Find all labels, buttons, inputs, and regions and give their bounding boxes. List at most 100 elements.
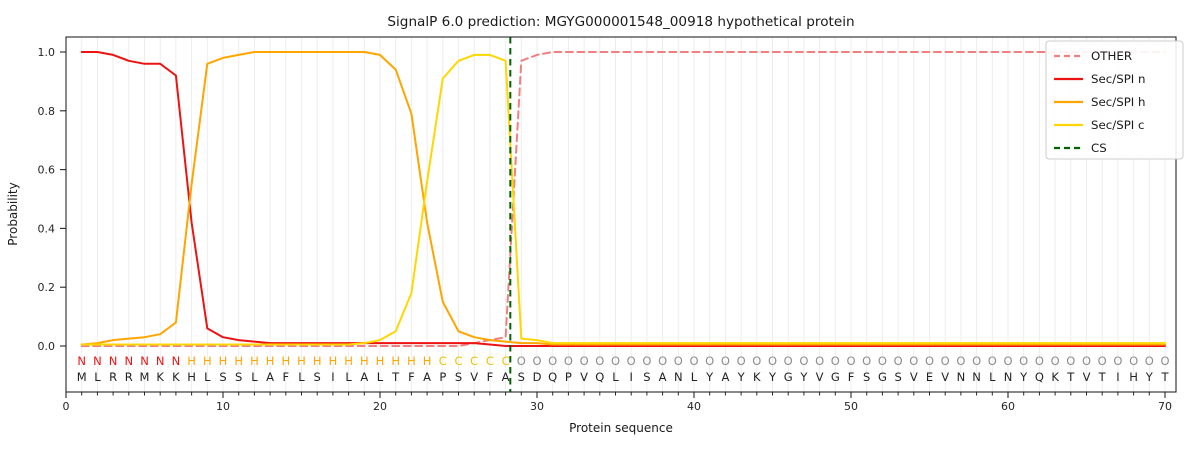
region-letter: H <box>203 354 212 368</box>
y-tick-label: 1.0 <box>38 46 56 59</box>
sequence-letter: V <box>910 370 918 384</box>
region-letter: O <box>1098 354 1107 368</box>
sequence-letter: I <box>629 370 632 384</box>
legend: OTHER Sec/SPI n Sec/SPI h Sec/SPI c CS <box>1045 40 1184 160</box>
sequence-letter: F <box>282 370 289 384</box>
x-axis-label: Protein sequence <box>569 421 673 435</box>
sequence-letter: N <box>972 370 981 384</box>
region-letter: O <box>799 354 808 368</box>
sequence-letter: F <box>848 370 855 384</box>
sequence-letter: V <box>1083 370 1091 384</box>
region-letter: O <box>705 354 714 368</box>
sequence-letter: S <box>863 370 870 384</box>
region-letter: O <box>611 354 620 368</box>
sequence-letter: F <box>487 370 494 384</box>
sequence-letters-rows: NMNLNRNRNMNKNKHHHLHSHSHLHAHFHLHSHIHLHAHL… <box>77 354 1170 384</box>
sequence-letter: V <box>470 370 478 384</box>
sequence-letter: S <box>314 370 321 384</box>
sequence-letter: P <box>439 370 446 384</box>
region-letter: C <box>486 354 494 368</box>
region-letter: H <box>297 354 306 368</box>
series-line-other <box>80 51 1166 347</box>
legend-box <box>1045 40 1184 160</box>
sequence-letter: A <box>266 370 274 384</box>
region-letter: O <box>642 354 651 368</box>
sequence-letter: A <box>423 370 431 384</box>
region-letter: O <box>831 354 840 368</box>
region-letter: O <box>658 354 667 368</box>
region-letter: C <box>439 354 447 368</box>
sequence-letter: L <box>298 370 305 384</box>
axis-ticks: 0 10 20 30 40 50 60 70 0.0 0.2 0.4 0.6 0.8 1.0 <box>38 46 1173 413</box>
region-letter: H <box>250 354 259 368</box>
sequence-letter: D <box>533 370 542 384</box>
sequence-letter: H <box>1129 370 1138 384</box>
sequence-letter: T <box>1066 370 1075 384</box>
y-axis-label: Probability <box>6 182 20 245</box>
region-letter: N <box>109 354 118 368</box>
legend-label-sec-spi-n: Sec/SPI n <box>1091 72 1146 86</box>
region-letter: O <box>1113 354 1122 368</box>
sequence-letter: L <box>251 370 258 384</box>
sequence-letter: A <box>360 370 368 384</box>
x-tick-label: 0 <box>63 400 70 413</box>
region-letter: O <box>517 354 526 368</box>
region-letter: C <box>502 354 510 368</box>
sequence-letter: S <box>455 370 462 384</box>
region-letter: O <box>815 354 824 368</box>
sequence-letter: G <box>784 370 793 384</box>
sequence-letter: L <box>989 370 996 384</box>
region-letter: H <box>234 354 243 368</box>
series-line-sec-spi-n <box>80 51 1166 347</box>
legend-label-sec-spi-h: Sec/SPI h <box>1091 95 1146 109</box>
y-tick-label: 0.4 <box>38 222 56 235</box>
region-letter: H <box>391 354 400 368</box>
sequence-letter: L <box>691 370 698 384</box>
sequence-letter: Q <box>1035 370 1044 384</box>
region-letter: O <box>862 354 871 368</box>
region-letter: N <box>93 354 102 368</box>
y-tick-label: 0.0 <box>38 340 56 353</box>
x-tick-label: 40 <box>687 400 701 413</box>
sequence-letter: V <box>816 370 824 384</box>
region-letter: O <box>909 354 918 368</box>
legend-label-other: OTHER <box>1091 49 1132 63</box>
sequence-letter: T <box>1098 370 1107 384</box>
sequence-letter: P <box>565 370 572 384</box>
probability-lines <box>80 51 1166 347</box>
region-letter: N <box>172 354 181 368</box>
y-tick-label: 0.2 <box>38 281 56 294</box>
sequence-letter: N <box>674 370 683 384</box>
region-letter: C <box>470 354 478 368</box>
sequence-letter: T <box>1160 370 1169 384</box>
region-letter: N <box>140 354 149 368</box>
region-letter: O <box>784 354 793 368</box>
chart-title: SignalP 6.0 prediction: MGYG000001548_00… <box>387 14 854 30</box>
sequence-letter: N <box>1004 370 1013 384</box>
sequence-letter: G <box>878 370 887 384</box>
sequence-letter: Q <box>548 370 557 384</box>
sequence-letter: L <box>345 370 352 384</box>
sequence-letter: V <box>941 370 949 384</box>
sequence-letter: Y <box>1145 370 1154 384</box>
sequence-letter: M <box>140 370 150 384</box>
sequence-letter: G <box>831 370 840 384</box>
sequence-letter: S <box>643 370 650 384</box>
x-tick-label: 20 <box>373 400 387 413</box>
region-letter: O <box>1082 354 1091 368</box>
region-letter: H <box>376 354 385 368</box>
region-letter: H <box>344 354 353 368</box>
region-letter: O <box>721 354 730 368</box>
sequence-letter: S <box>518 370 525 384</box>
region-letter: H <box>266 354 275 368</box>
region-letter: O <box>988 354 997 368</box>
region-letter: O <box>894 354 903 368</box>
region-letter: O <box>564 354 573 368</box>
sequence-letter: H <box>187 370 196 384</box>
sequence-letter: T <box>391 370 400 384</box>
sequence-letter: N <box>957 370 966 384</box>
region-letter: O <box>689 354 698 368</box>
sequence-letter: M <box>77 370 87 384</box>
region-letter: O <box>532 354 541 368</box>
region-letter: N <box>124 354 133 368</box>
